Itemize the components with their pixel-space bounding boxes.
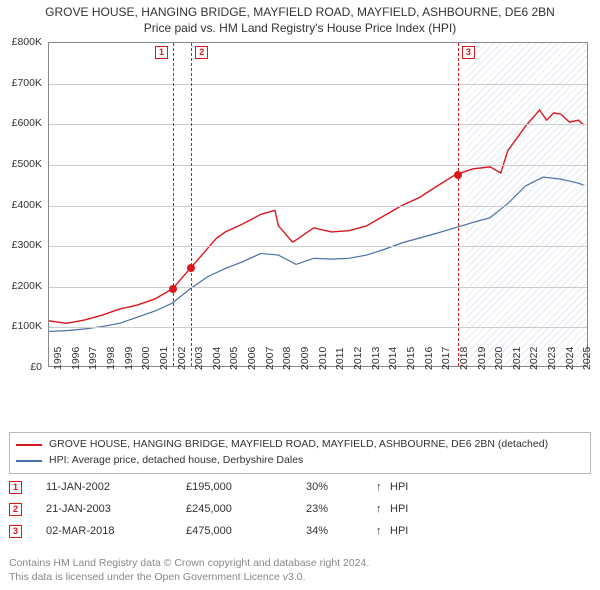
event-pct: 34% — [306, 525, 376, 537]
x-tick-label: 1997 — [87, 347, 99, 370]
y-tick-label: £500K — [0, 158, 42, 170]
x-tick-label: 2017 — [440, 347, 452, 370]
gridline-h — [49, 206, 587, 207]
title-line1: GROVE HOUSE, HANGING BRIDGE, MAYFIELD RO… — [0, 4, 600, 20]
event-date: 11-JAN-2002 — [46, 481, 186, 493]
x-tick-label: 1999 — [123, 347, 135, 370]
gridline-h — [49, 124, 587, 125]
x-tick-label: 2022 — [528, 347, 540, 370]
event-row: 3 02-MAR-2018£475,00034%↑HPI — [9, 520, 591, 542]
x-tick-label: 2014 — [387, 347, 399, 370]
x-tick-label: 2018 — [458, 347, 470, 370]
x-tick-label: 2003 — [193, 347, 205, 370]
y-tick-label: £100K — [0, 320, 42, 332]
x-tick-label: 2011 — [334, 347, 346, 370]
legend-swatch — [16, 460, 42, 462]
x-tick-label: 2020 — [493, 347, 505, 370]
x-tick-label: 2025 — [581, 347, 593, 370]
series-subject — [49, 110, 584, 323]
event-marker-box: 2 — [195, 46, 208, 59]
x-tick-label: 1996 — [70, 347, 82, 370]
event-marker: 3 — [9, 525, 22, 538]
y-tick-label: £800K — [0, 36, 42, 48]
x-tick-label: 2015 — [405, 347, 417, 370]
chart-area: 123 £0£100K£200K£300K£400K£500K£600K£700… — [48, 42, 588, 397]
gridline-h — [49, 246, 587, 247]
x-tick-label: 1998 — [105, 347, 117, 370]
x-tick-label: 2019 — [476, 347, 488, 370]
chart-title: GROVE HOUSE, HANGING BRIDGE, MAYFIELD RO… — [0, 0, 600, 36]
series-hpi — [49, 177, 584, 331]
x-tick-label: 2000 — [140, 347, 152, 370]
y-tick-label: £0 — [0, 361, 42, 373]
x-tick-label: 2008 — [281, 347, 293, 370]
event-marker-dot — [169, 285, 177, 293]
event-marker: 2 — [9, 503, 22, 516]
footer-line1: Contains HM Land Registry data © Crown c… — [9, 556, 369, 570]
legend-box: GROVE HOUSE, HANGING BRIDGE, MAYFIELD RO… — [9, 432, 591, 474]
legend-label: GROVE HOUSE, HANGING BRIDGE, MAYFIELD RO… — [49, 437, 548, 453]
x-tick-label: 2007 — [264, 347, 276, 370]
title-line2: Price paid vs. HM Land Registry's House … — [0, 20, 600, 36]
event-marker-box: 1 — [155, 46, 168, 59]
footer-line2: This data is licensed under the Open Gov… — [9, 570, 369, 584]
legend-swatch — [16, 444, 42, 446]
y-tick-label: £600K — [0, 117, 42, 129]
event-vline — [458, 43, 459, 366]
x-tick-label: 2005 — [228, 347, 240, 370]
x-tick-label: 2006 — [246, 347, 258, 370]
x-tick-label: 2012 — [352, 347, 364, 370]
event-ref: HPI — [390, 525, 408, 537]
plot-area: 1 2 3 — [48, 42, 588, 367]
event-vline — [191, 43, 192, 366]
arrow-up-icon: ↑ — [376, 503, 390, 515]
gridline-h — [49, 165, 587, 166]
event-price: £195,000 — [186, 481, 306, 493]
event-row: 1 11-JAN-2002£195,00030%↑HPI — [9, 476, 591, 498]
arrow-up-icon: ↑ — [376, 481, 390, 493]
x-tick-label: 2013 — [370, 347, 382, 370]
x-tick-label: 1995 — [52, 347, 64, 370]
x-tick-label: 2010 — [317, 347, 329, 370]
gridline-h — [49, 327, 587, 328]
event-marker-dot — [454, 171, 462, 179]
events-table: 111-JAN-2002£195,00030%↑HPI221-JAN-2003£… — [9, 476, 591, 542]
arrow-up-icon: ↑ — [376, 525, 390, 537]
x-tick-label: 2023 — [546, 347, 558, 370]
footer-attribution: Contains HM Land Registry data © Crown c… — [9, 556, 369, 584]
event-pct: 30% — [306, 481, 376, 493]
x-tick-label: 2016 — [423, 347, 435, 370]
legend-label: HPI: Average price, detached house, Derb… — [49, 453, 303, 469]
gridline-h — [49, 84, 587, 85]
x-tick-label: 2021 — [511, 347, 523, 370]
event-marker-box: 3 — [462, 46, 475, 59]
event-ref: HPI — [390, 503, 408, 515]
event-ref: HPI — [390, 481, 408, 493]
x-tick-label: 2009 — [299, 347, 311, 370]
legend-row: HPI: Average price, detached house, Derb… — [16, 453, 584, 469]
event-price: £245,000 — [186, 503, 306, 515]
event-vline — [173, 43, 174, 366]
x-tick-label: 2004 — [211, 347, 223, 370]
event-row: 2 21-JAN-2003£245,00023%↑HPI — [9, 498, 591, 520]
x-tick-label: 2001 — [158, 347, 170, 370]
event-date: 21-JAN-2003 — [46, 503, 186, 515]
legend-row: GROVE HOUSE, HANGING BRIDGE, MAYFIELD RO… — [16, 437, 584, 453]
y-tick-label: £300K — [0, 239, 42, 251]
event-pct: 23% — [306, 503, 376, 515]
gridline-h — [49, 287, 587, 288]
y-tick-label: £700K — [0, 77, 42, 89]
x-tick-label: 2002 — [176, 347, 188, 370]
event-date: 02-MAR-2018 — [46, 525, 186, 537]
x-tick-label: 2024 — [564, 347, 576, 370]
y-tick-label: £200K — [0, 280, 42, 292]
y-tick-label: £400K — [0, 199, 42, 211]
event-marker: 1 — [9, 481, 22, 494]
event-price: £475,000 — [186, 525, 306, 537]
event-marker-dot — [187, 264, 195, 272]
